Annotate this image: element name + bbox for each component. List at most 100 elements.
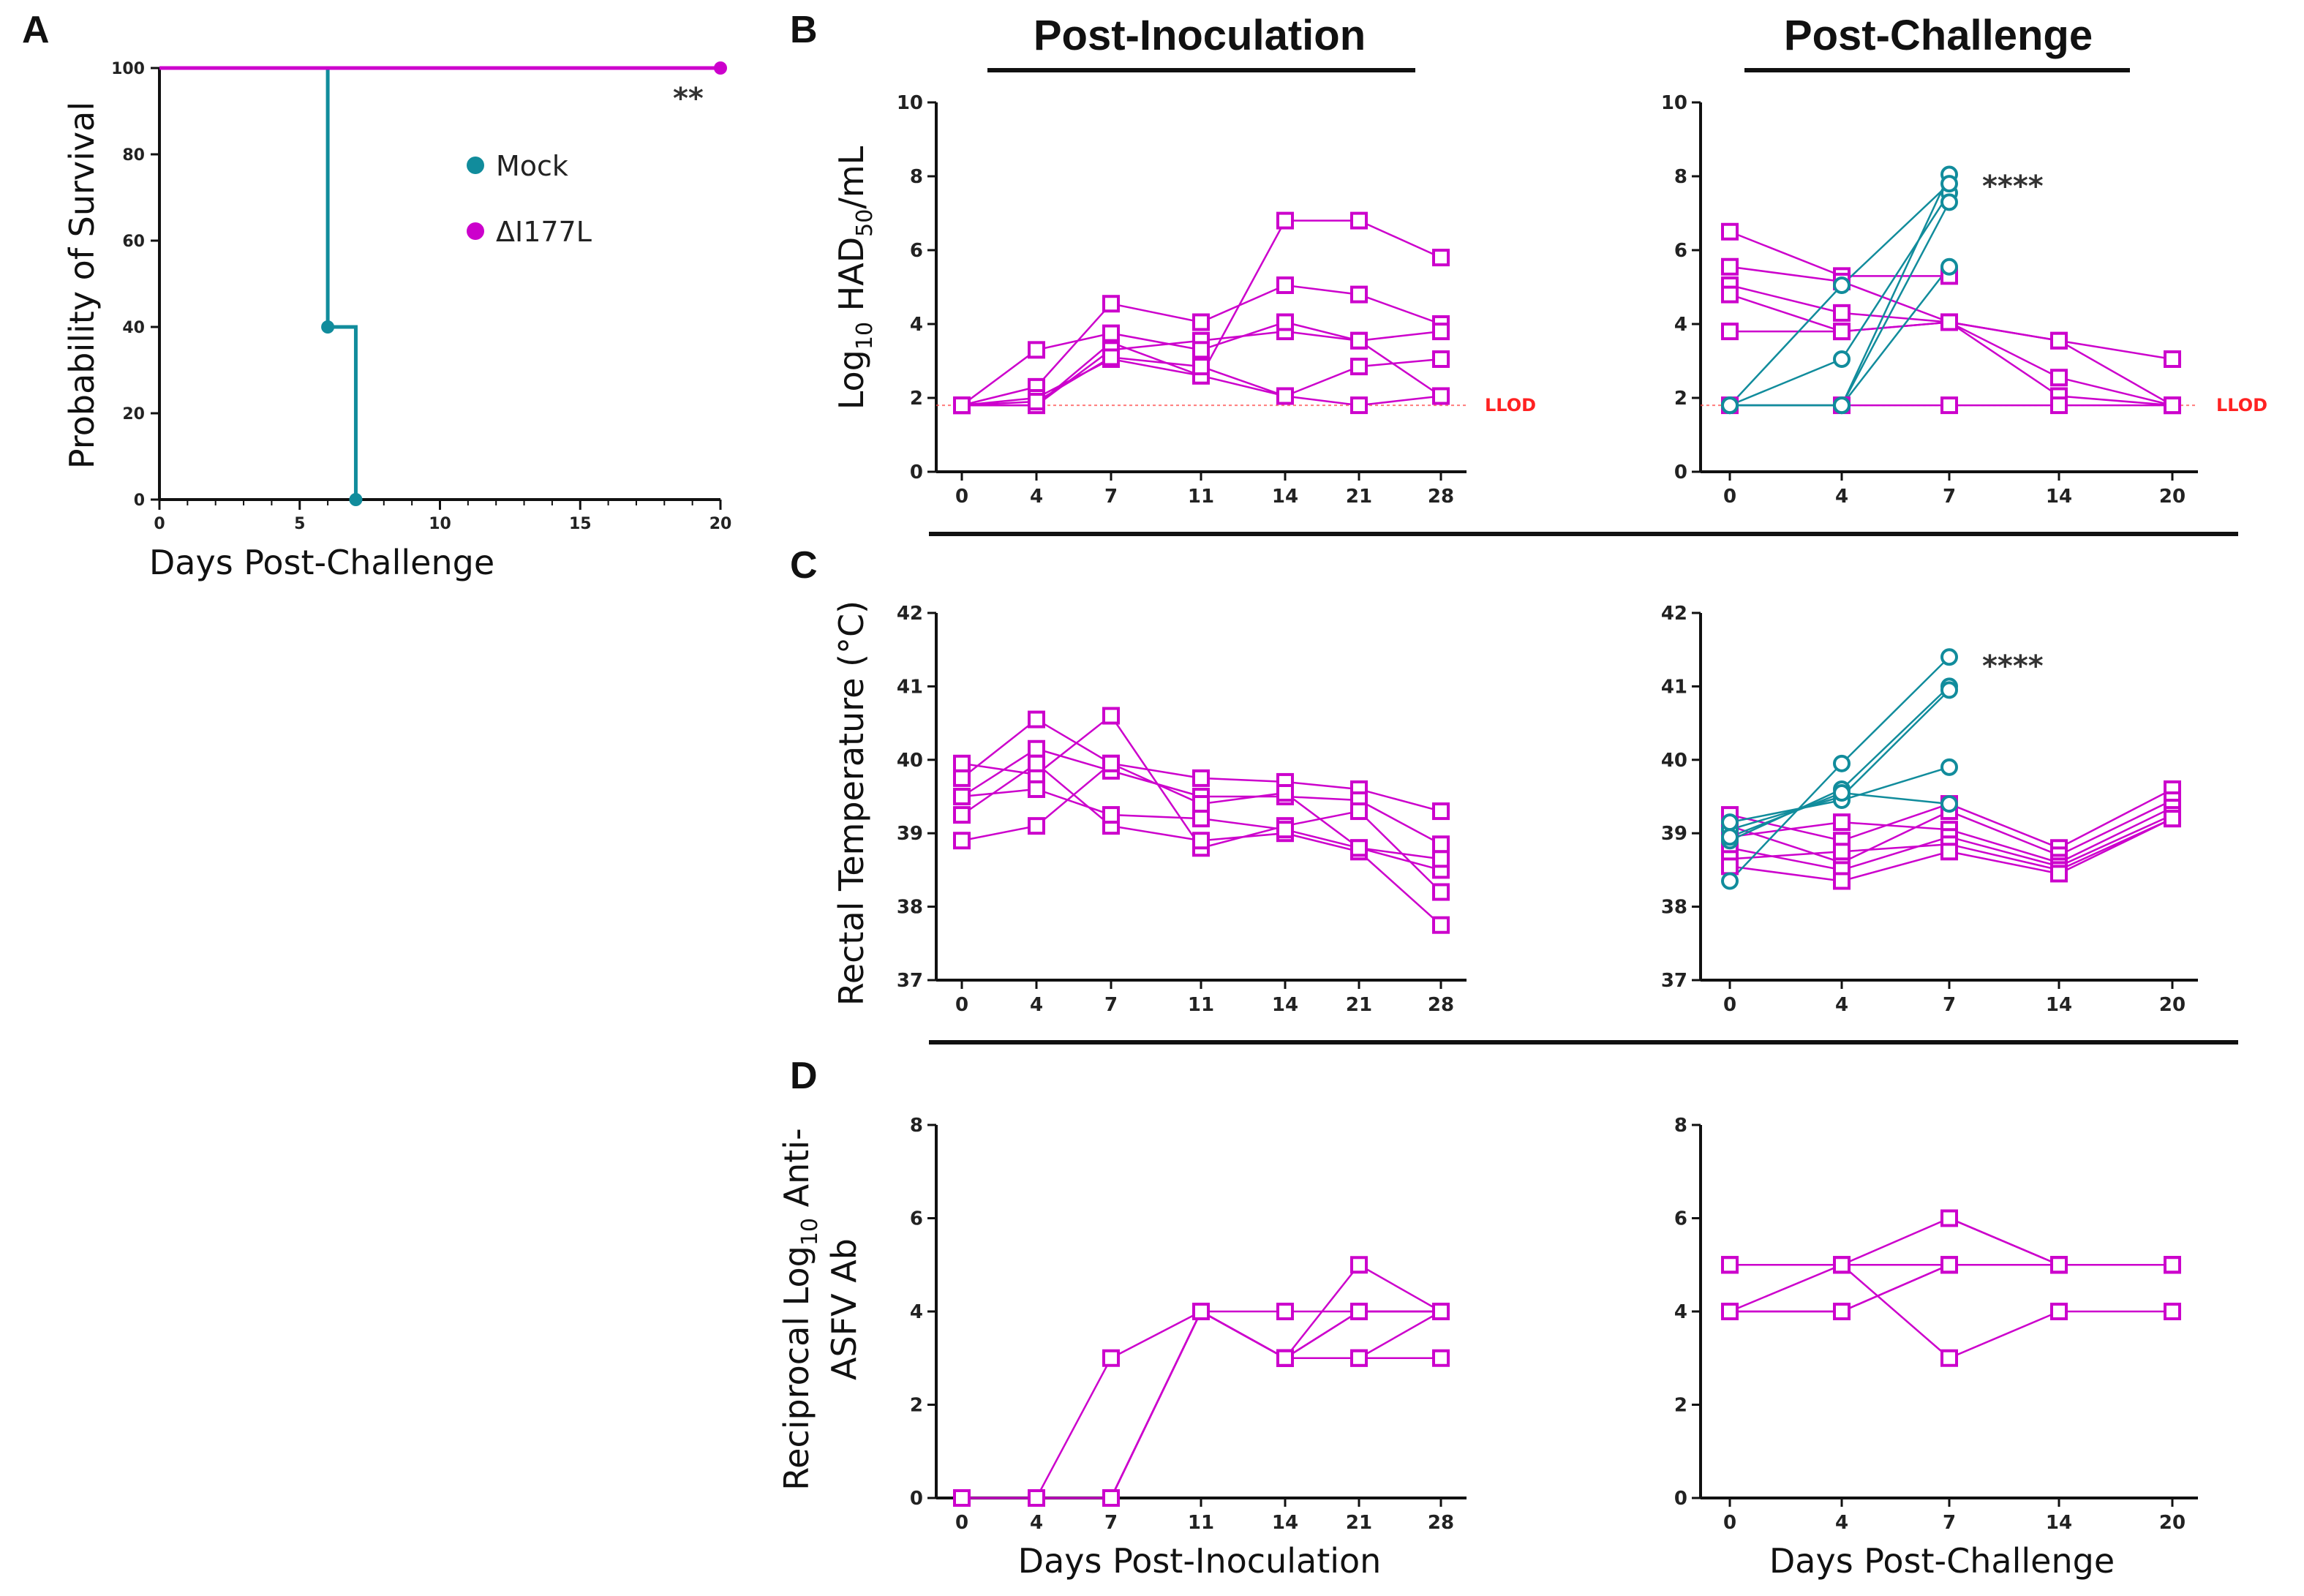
panel-letter-d: D bbox=[790, 1055, 818, 1097]
antibody-inoc-vaccine-line bbox=[962, 1310, 1441, 1499]
antibody-y-label-line1: Reciprocal Log10 Anti- bbox=[777, 1128, 823, 1490]
temp-chal-mock-point bbox=[1833, 783, 1851, 802]
antibody-inoc-vaccine-line bbox=[962, 1310, 1441, 1499]
temp-chal-mock-point bbox=[1721, 813, 1739, 832]
temp-inoc-vaccine-point bbox=[953, 788, 971, 805]
viremia-chal-x-tick-label: 4 bbox=[1835, 486, 1848, 508]
temp-inoc-vaccine-point bbox=[1102, 754, 1120, 772]
viremia-inoc-vaccine-point bbox=[1432, 387, 1450, 405]
survival-point bbox=[714, 61, 727, 75]
temp-chal-vaccine-point bbox=[1833, 872, 1851, 890]
viremia-inoc-y-tick-label: 0 bbox=[910, 462, 923, 483]
temp-chal-mock-point bbox=[1721, 828, 1739, 846]
panel-letter-c: C bbox=[790, 544, 818, 587]
temp-chal-y-tick-label: 39 bbox=[1661, 823, 1687, 845]
viremia-inoc-x-tick-label: 28 bbox=[1428, 486, 1454, 508]
antibody-x-label-inoculation: Days Post-Inoculation bbox=[1018, 1541, 1382, 1581]
legend-label-mock: Mock bbox=[496, 150, 568, 182]
viremia-chal-x-tick-label: 14 bbox=[2046, 486, 2072, 508]
viremia-inoc-vaccine-point bbox=[1350, 285, 1368, 304]
antibody-x-label-challenge: Days Post-Challenge bbox=[1769, 1541, 2115, 1581]
temp-chal-mock-point bbox=[1833, 754, 1851, 772]
antibody-chal-y-tick-label: 0 bbox=[1674, 1488, 1687, 1510]
temp-inoc-vaccine-point bbox=[1192, 832, 1210, 850]
viremia-inoc-x-tick-label: 4 bbox=[1030, 486, 1043, 508]
viremia-inoc-llod-label: LLOD bbox=[1485, 395, 1536, 415]
viremia-inoc-x-tick-label: 7 bbox=[1104, 486, 1118, 508]
viremia-chal-y-tick-label: 8 bbox=[1674, 166, 1687, 188]
viremia-chal-vaccine-line bbox=[1729, 293, 2173, 407]
temp-inoc-x-tick-label: 4 bbox=[1030, 994, 1043, 1016]
viremia-inoc-vaccine-point bbox=[1102, 348, 1120, 366]
temp-inoc-x-tick-label: 21 bbox=[1346, 994, 1372, 1016]
viremia-chal-y-tick-label: 6 bbox=[1674, 240, 1687, 262]
antibody-chal-x-tick-label: 20 bbox=[2159, 1512, 2186, 1534]
antibody-chal-x-tick-label: 4 bbox=[1835, 1512, 1848, 1534]
antibody-inoc-vaccine-point bbox=[1276, 1349, 1294, 1367]
antibody-inoc-vaccine-line bbox=[962, 1310, 1441, 1499]
antibody-inoc-vaccine-point bbox=[1350, 1349, 1368, 1367]
antibody-chal-x-tick-label: 14 bbox=[2046, 1512, 2072, 1534]
temperature-y-label: Rectal Temperature (°C) bbox=[832, 601, 871, 1006]
antibody-y-label-line2: ASFV Ab bbox=[824, 1238, 864, 1380]
viremia-chal-mock-point bbox=[1940, 193, 1958, 211]
viremia-inoc-vaccine-point bbox=[1350, 358, 1368, 376]
survival-y-tick-label: 100 bbox=[111, 60, 145, 78]
viremia-inoc-vaccine-point bbox=[1276, 387, 1294, 405]
temperature-significance: **** bbox=[1982, 650, 2044, 683]
antibody-inoc-vaccine-point bbox=[1432, 1303, 1450, 1320]
viremia-chal-x-tick-label: 7 bbox=[1943, 486, 1956, 508]
temp-chal-mock-point bbox=[1940, 758, 1958, 776]
survival-y-tick-label: 80 bbox=[122, 146, 145, 165]
viremia-inoc-y-tick-label: 6 bbox=[910, 240, 923, 262]
antibody-inoc-vaccine-point bbox=[1028, 1489, 1045, 1507]
viremia-inoc-vaccine-point bbox=[1028, 341, 1045, 359]
temp-inoc-vaccine-point bbox=[1028, 739, 1045, 758]
viremia-chal-x-tick-label: 20 bbox=[2159, 486, 2186, 508]
temp-inoc-vaccine-point bbox=[953, 769, 971, 787]
temp-chal-vaccine-point bbox=[1833, 843, 1851, 861]
temp-inoc-vaccine-point bbox=[1102, 806, 1120, 824]
viremia-post-challenge-chart: 0 2 4 6 8 10 0 4 7 14 20 LLOD **** bbox=[1661, 92, 2267, 508]
viremia-inoc-vaccine-point bbox=[1276, 211, 1294, 230]
panel-letter-a: A bbox=[22, 9, 50, 51]
antibody-chal-vaccine-point bbox=[2164, 1303, 2181, 1320]
survival-line-mock bbox=[159, 66, 358, 500]
viremia-chal-vaccine-point bbox=[1940, 396, 1958, 415]
antibody-inoc-y-tick-label: 2 bbox=[910, 1395, 923, 1417]
viremia-chal-mock-point bbox=[1940, 257, 1958, 276]
temp-inoc-vaccine-point bbox=[1028, 817, 1045, 835]
viremia-inoc-vaccine-point bbox=[953, 396, 971, 415]
temp-inoc-vaccine-point bbox=[1350, 839, 1368, 857]
temp-chal-y-tick-label: 38 bbox=[1661, 897, 1687, 919]
viremia-chal-x-tick-label: 0 bbox=[1723, 486, 1736, 508]
temp-chal-y-tick-label: 37 bbox=[1661, 970, 1687, 992]
temp-chal-y-tick-label: 40 bbox=[1661, 750, 1687, 772]
viremia-inoc-x-tick-label: 21 bbox=[1346, 486, 1372, 508]
temp-chal-vaccine-point bbox=[2164, 810, 2181, 828]
antibody-inoc-x-tick-label: 28 bbox=[1428, 1512, 1454, 1534]
viremia-post-inoculation-chart: 0 2 4 6 8 10 0 4 7 11 14 21 28 LLOD Log10 HAD50/mL bbox=[832, 92, 1536, 508]
viremia-chal-y-tick-label: 0 bbox=[1674, 462, 1687, 483]
temp-chal-mock-point bbox=[1940, 648, 1958, 666]
temp-chal-x-tick-label: 4 bbox=[1835, 994, 1848, 1016]
temp-chal-x-tick-label: 7 bbox=[1943, 994, 1956, 1016]
antibody-chal-vaccine-point bbox=[1940, 1256, 1958, 1274]
survival-x-tick-label: 5 bbox=[294, 515, 305, 533]
survival-point bbox=[349, 493, 363, 506]
antibody-chal-vaccine-point bbox=[1721, 1303, 1739, 1320]
temp-chal-y-tick-label: 41 bbox=[1661, 676, 1687, 698]
viremia-inoc-y-tick-label: 10 bbox=[897, 92, 923, 114]
viremia-significance: **** bbox=[1982, 170, 2044, 203]
viremia-chal-vaccine-point bbox=[1833, 304, 1851, 322]
survival-x-tick-label: 10 bbox=[429, 515, 451, 533]
viremia-chal-llod-label: LLOD bbox=[2216, 395, 2267, 415]
antibody-chal-vaccine-point bbox=[1721, 1256, 1739, 1274]
temp-chal-x-tick-label: 14 bbox=[2046, 994, 2072, 1016]
viremia-chal-mock-point bbox=[1833, 350, 1851, 368]
temp-inoc-x-tick-label: 14 bbox=[1272, 994, 1298, 1016]
temp-inoc-vaccine-point bbox=[1432, 883, 1450, 901]
temp-chal-mock-point bbox=[1721, 872, 1739, 890]
antibody-chal-x-tick-label: 7 bbox=[1943, 1512, 1956, 1534]
